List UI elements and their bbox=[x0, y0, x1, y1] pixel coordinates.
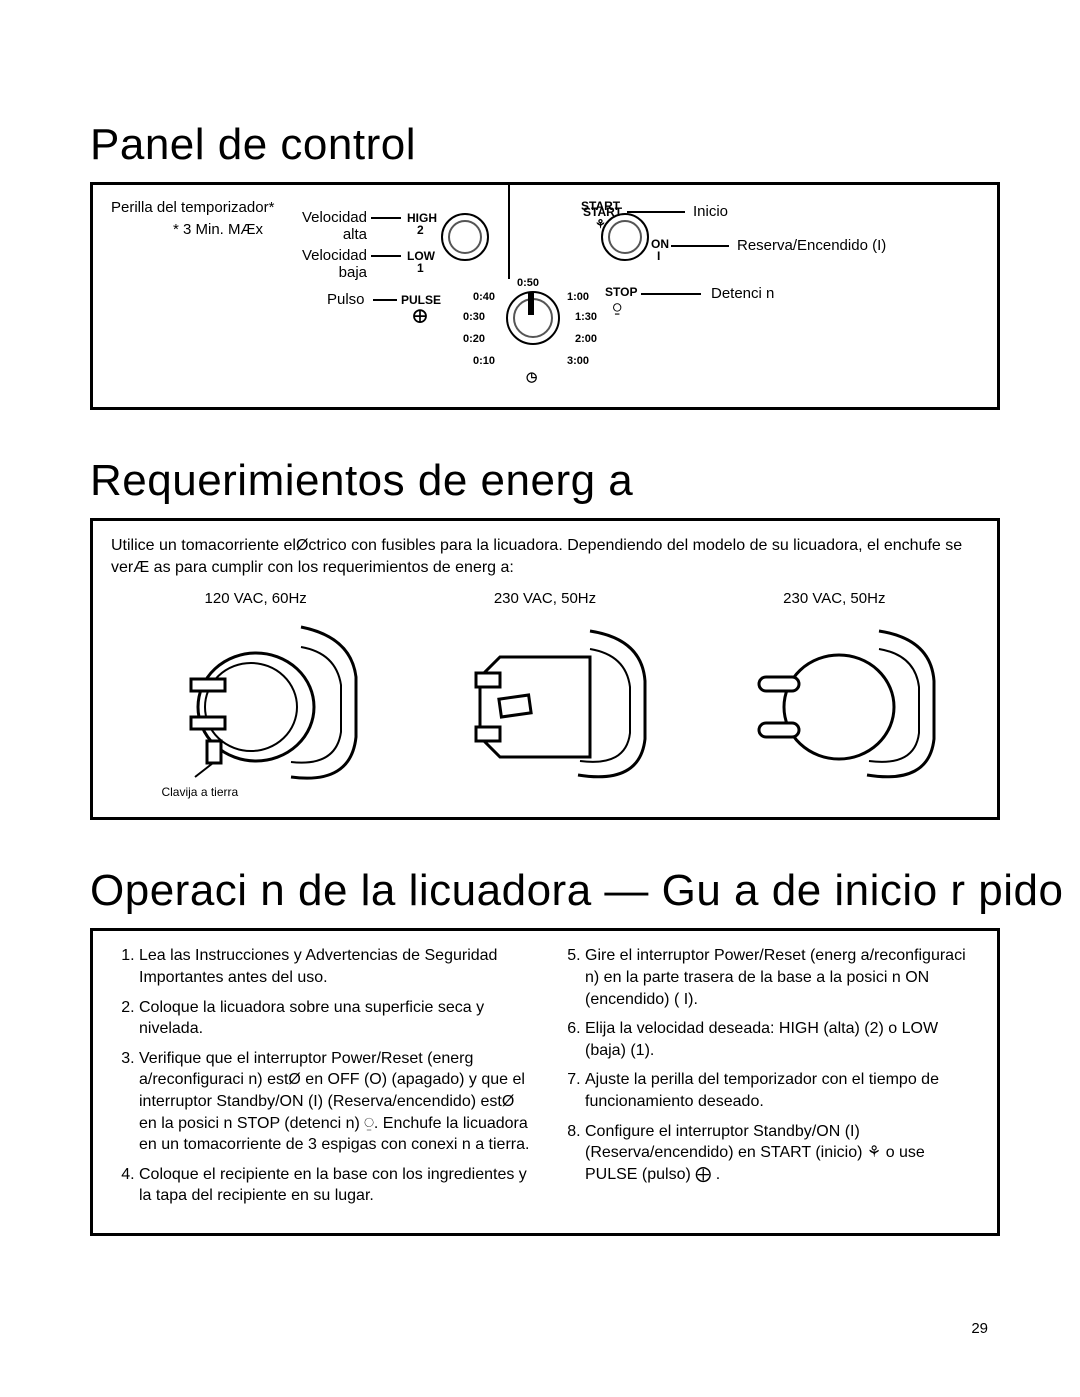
section3-title: Operaci n de la licuadora — Gu a de inic… bbox=[90, 866, 1000, 916]
stop-es: Detenci n bbox=[711, 285, 774, 302]
on-es: Reserva/Encendido (I) bbox=[737, 237, 886, 254]
start-es: Inicio bbox=[693, 203, 728, 220]
page-number: 29 bbox=[971, 1320, 988, 1337]
divider bbox=[508, 185, 510, 279]
section1-title: Panel de control bbox=[90, 120, 1000, 170]
mode-dial-inner bbox=[608, 220, 642, 254]
step: Gire el interruptor Power/Reset (energ a… bbox=[585, 945, 979, 1010]
low-1: 1 bbox=[417, 261, 424, 275]
plug-col-3: 230 VAC, 50Hz bbox=[704, 590, 964, 792]
t050: 0:50 bbox=[517, 277, 539, 289]
step: Configure el interruptor Standby/ON (I) … bbox=[585, 1121, 979, 1186]
start-icon: ⚘ bbox=[595, 217, 606, 231]
plug1-caption: 120 VAC, 60Hz bbox=[125, 590, 385, 607]
step: Coloque el recipiente en la base con los… bbox=[139, 1164, 533, 1207]
operation-columns: Lea las Instrucciones y Advertencias de … bbox=[111, 945, 979, 1215]
plug-uk-icon bbox=[440, 617, 650, 787]
speed-high-es: Velocidadalta bbox=[297, 209, 367, 243]
power-req-intro: Utilice un tomacorriente elØctrico con f… bbox=[111, 535, 979, 578]
t100: 1:00 bbox=[567, 291, 589, 303]
steps-right: Gire el interruptor Power/Reset (energ a… bbox=[557, 945, 979, 1185]
ops-col-right: Gire el interruptor Power/Reset (energ a… bbox=[557, 945, 979, 1215]
lead-line bbox=[371, 217, 401, 219]
lead-line bbox=[671, 245, 729, 247]
control-panel-diagram: Perilla del temporizador* * 3 Min. MÆx V… bbox=[111, 199, 979, 389]
t300: 3:00 bbox=[567, 355, 589, 367]
step: Lea las Instrucciones y Advertencias de … bbox=[139, 945, 533, 988]
high-2: 2 bbox=[417, 223, 424, 237]
steps-left: Lea las Instrucciones y Advertencias de … bbox=[111, 945, 533, 1207]
on-bar: I bbox=[657, 249, 660, 263]
lead-line bbox=[371, 255, 401, 257]
step: Coloque la licuadora sobre una superfici… bbox=[139, 997, 533, 1040]
lead-line bbox=[641, 293, 701, 295]
speed-dial-inner bbox=[448, 220, 482, 254]
timer-knob-label: Perilla del temporizador* bbox=[111, 199, 274, 216]
plug2-caption: 230 VAC, 50Hz bbox=[415, 590, 675, 607]
lead-line bbox=[627, 211, 685, 213]
t130: 1:30 bbox=[575, 311, 597, 323]
control-panel-box: Perilla del temporizador* * 3 Min. MÆx V… bbox=[90, 182, 1000, 410]
plug-col-2: 230 VAC, 50Hz bbox=[415, 590, 675, 792]
step: Ajuste la perilla del temporizador con e… bbox=[585, 1069, 979, 1112]
plug3-caption: 230 VAC, 50Hz bbox=[704, 590, 964, 607]
ground-pin-label: Clavija a tierra bbox=[161, 786, 385, 799]
plug-eu-icon bbox=[729, 617, 939, 787]
plug-col-1: 120 VAC, 60Hz Clavija a tierra bbox=[125, 590, 385, 799]
clock-icon: ◷ bbox=[526, 369, 537, 385]
pulse-icon: ⨁ bbox=[413, 307, 427, 324]
timer-pointer bbox=[528, 293, 534, 315]
t020: 0:20 bbox=[463, 333, 485, 345]
pulse-es: Pulso bbox=[327, 291, 365, 308]
operation-box: Lea las Instrucciones y Advertencias de … bbox=[90, 928, 1000, 1236]
ops-col-left: Lea las Instrucciones y Advertencias de … bbox=[111, 945, 533, 1215]
step: Verifique que el interruptor Power/Reset… bbox=[139, 1048, 533, 1156]
stop-icon: ⍜ bbox=[613, 299, 621, 316]
plug-us-icon bbox=[151, 617, 361, 787]
plugs-row: 120 VAC, 60Hz Clavija a tierra 230 VAC, … bbox=[111, 590, 979, 799]
t030: 0:30 bbox=[463, 311, 485, 323]
t010: 0:10 bbox=[473, 355, 495, 367]
pulse-label: PULSE bbox=[401, 293, 441, 307]
speed-low-es: Velocidadbaja bbox=[297, 247, 367, 281]
lead-line bbox=[373, 299, 397, 301]
manual-page: Panel de control Perilla del temporizado… bbox=[0, 0, 1080, 1397]
section2-title: Requerimientos de energ a bbox=[90, 456, 1000, 506]
power-req-box: Utilice un tomacorriente elØctrico con f… bbox=[90, 518, 1000, 820]
t200: 2:00 bbox=[575, 333, 597, 345]
step: Elija la velocidad deseada: HIGH (alta) … bbox=[585, 1018, 979, 1061]
max-note: * 3 Min. MÆx bbox=[173, 221, 263, 238]
stop-label: STOP bbox=[605, 285, 637, 299]
t040: 0:40 bbox=[473, 291, 495, 303]
